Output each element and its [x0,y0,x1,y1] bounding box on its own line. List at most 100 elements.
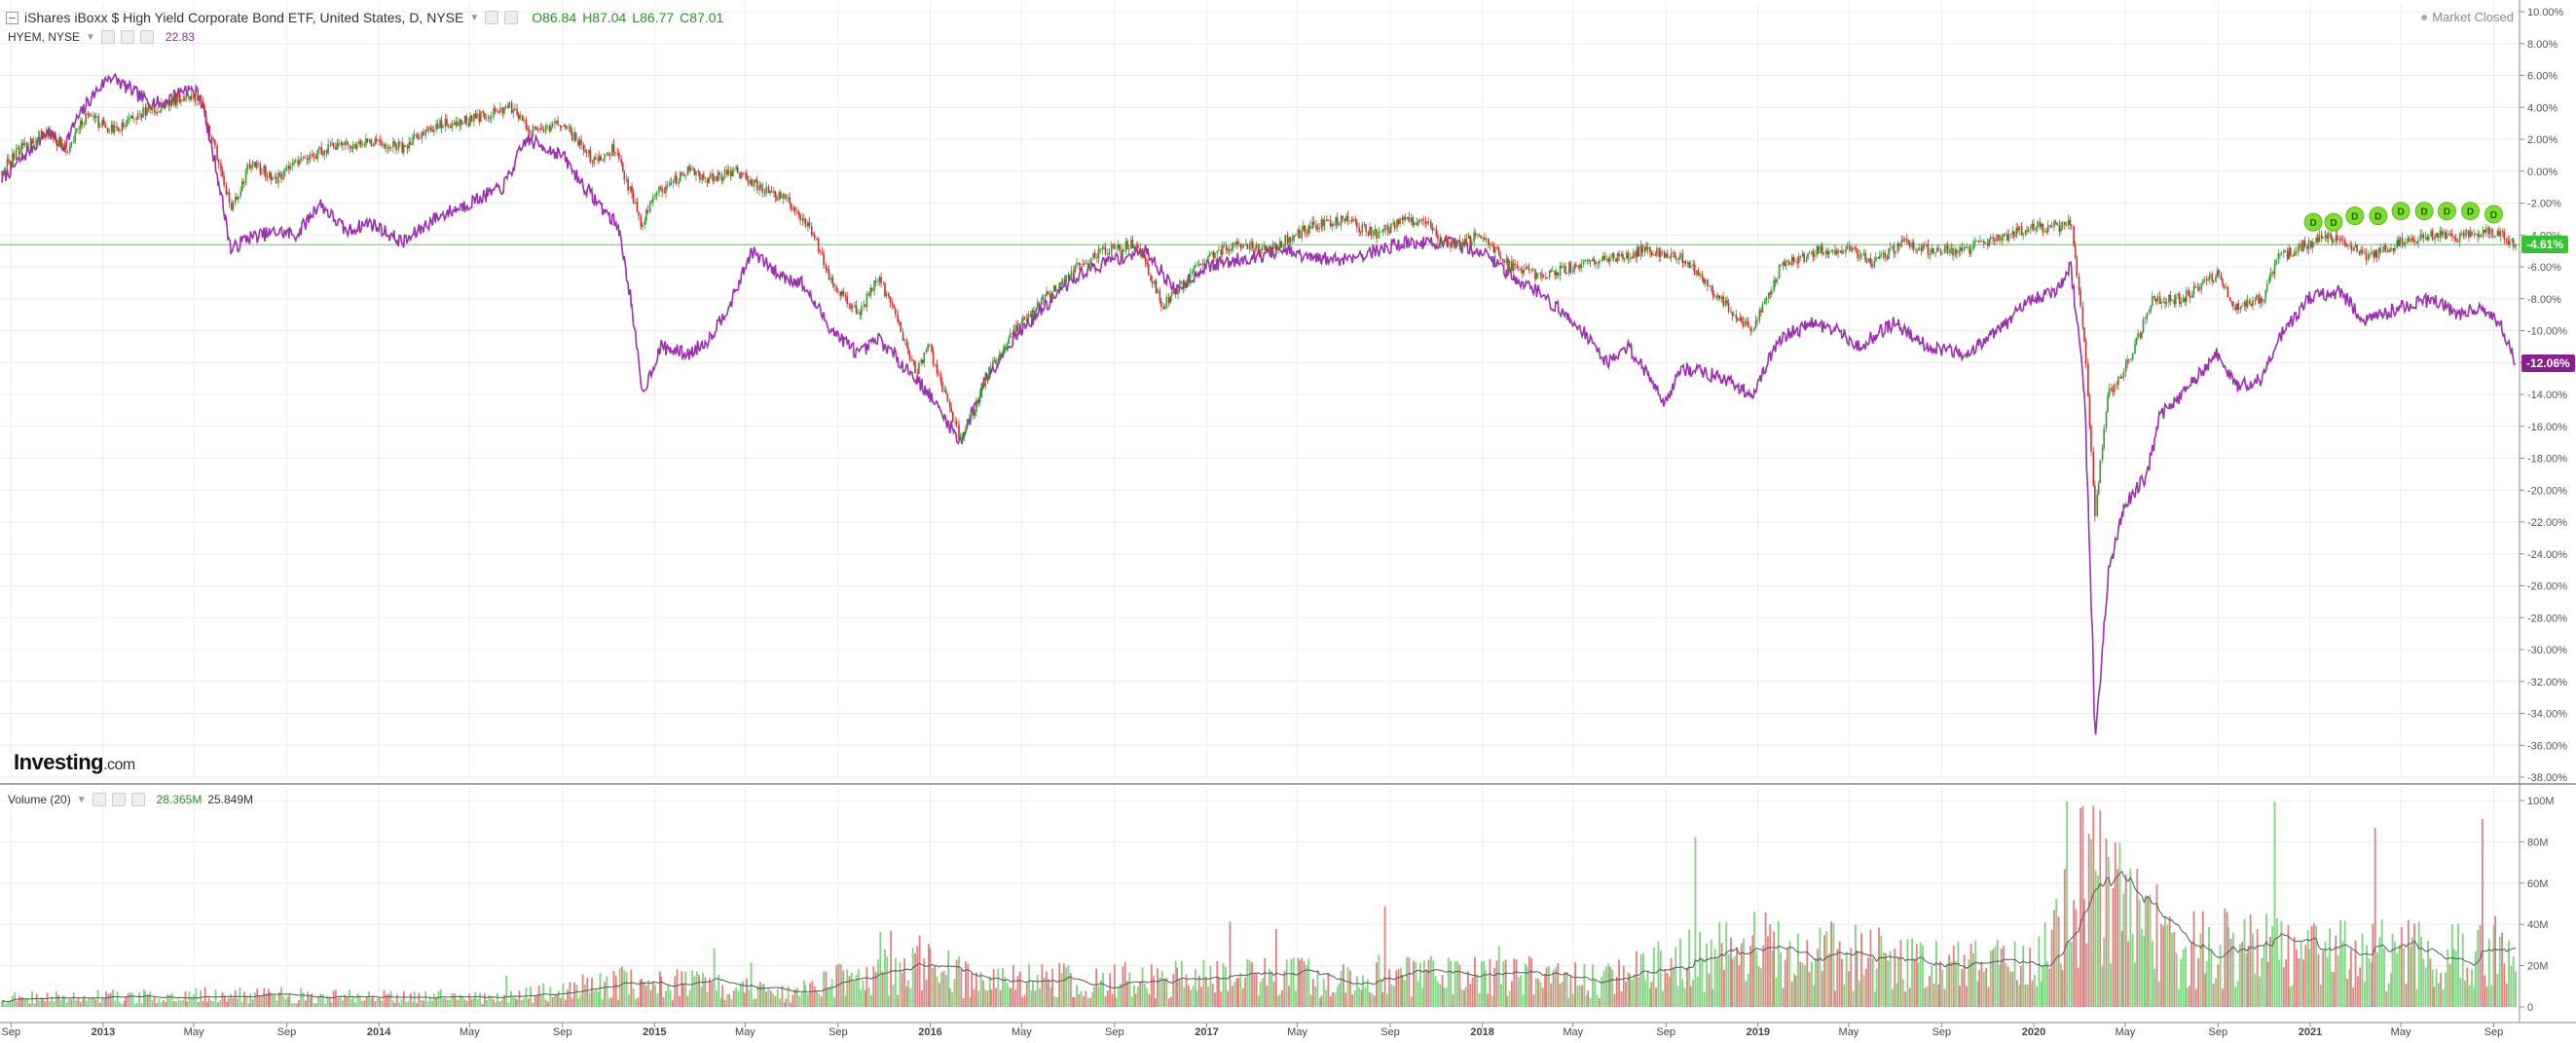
candle-body [902,331,904,341]
candle-body [421,131,423,139]
volume-bar [158,998,161,1007]
volume-bar [1992,949,1995,1007]
gridlines [0,2,2520,1008]
candle-body [185,95,188,98]
candle-body [499,107,501,112]
hyg-candle [1297,228,1300,239]
candle-body [1169,295,1172,304]
volume-bar [955,959,958,1007]
hyg-candle [1805,255,1808,263]
candle-body [1356,221,1358,228]
volume-bar [2468,985,2471,1007]
volume-bar [649,989,652,1007]
candle-body [816,238,818,240]
hyg-candle [1935,245,1938,253]
candle-body [1911,242,1913,248]
candle-body [1950,248,1953,250]
volume-bar [1814,957,1817,1007]
hyg-candle [427,126,430,134]
hyg-candle [402,142,405,157]
candle-body [193,94,195,99]
candle-body [1584,259,1586,263]
hyg-candle [1242,243,1245,248]
volume-bar [1755,950,1758,1007]
candle-body [409,141,412,145]
hyg-candle [45,127,48,139]
hyg-candle [2020,222,2023,237]
volume-bar [635,998,637,1007]
volume-bar [1255,973,1258,1007]
volume-bar [282,995,285,1007]
hyg-candle [388,143,390,152]
candle-body [1834,249,1836,254]
volume-bar [1150,964,1153,1007]
hyg-candle [1311,215,1313,230]
volume-bar [1018,971,1021,1007]
hyg-candle [1363,221,1366,229]
volume-bar [453,993,456,1007]
volume-bar [1922,945,1924,1007]
candle-body [1261,246,1263,251]
candle-body [1367,232,1370,236]
hyg-candle [1636,243,1638,263]
candle-body [513,108,516,111]
hyg-candle [467,118,470,128]
candle-body [1782,261,1785,266]
volume-bar [884,949,886,1007]
candle-body [1578,265,1581,269]
candle-body [2050,226,2053,228]
volume-bar [1589,997,1592,1007]
volume-bar [1642,952,1644,1007]
candle-body [1814,254,1816,257]
candle-body [1573,264,1576,272]
hyg-candle [787,194,790,203]
hyg-candle [1451,240,1454,249]
hyg-candle [1654,250,1657,257]
hyg-candle [1180,279,1182,285]
volume-bar [1041,964,1044,1007]
volume-bar [2359,967,2362,1007]
volume-bar [2387,983,2390,1007]
volume-bar [1406,956,1408,1007]
candle-body [1989,237,1992,240]
candle-body [1157,289,1159,294]
hyg-candle [1646,242,1649,255]
volume-bar [1139,981,1142,1007]
hyg-candle [1608,253,1611,268]
candle-body [1521,270,1524,274]
volume-bar [2329,928,2332,1007]
candle-body [2137,332,2139,338]
hyg-candle [1666,249,1669,259]
candle-body [2139,332,2142,338]
candle-body [182,99,185,101]
hyg-candle [431,126,434,132]
hyg-candle [916,368,919,376]
candle-body [1627,252,1630,259]
volume-bar [119,1002,121,1007]
candle-body [638,211,640,216]
candle-body [1052,285,1055,292]
hyg-candle [796,206,798,215]
candle-body [169,99,171,106]
hyg-candle [1042,293,1044,306]
volume-bar [473,997,475,1007]
candle-body [78,128,80,130]
volume-bar [2354,940,2357,1007]
candle-body [1070,270,1073,276]
hyg-candle [1518,265,1520,273]
candle-body [1511,260,1513,272]
hyg-candle [2003,233,2005,242]
candle-body [318,147,320,150]
candle-body [1069,275,1071,279]
volume-bar [1489,958,1491,1007]
volume-bar [368,991,370,1007]
hyg-candle [291,158,294,170]
candle-body [978,396,981,403]
candle-body [735,167,737,169]
candle-body [1839,250,1842,253]
candle-body [2158,296,2161,304]
volume-bar [288,993,291,1007]
volume-bar [840,964,842,1007]
volume-bar [96,989,99,1007]
